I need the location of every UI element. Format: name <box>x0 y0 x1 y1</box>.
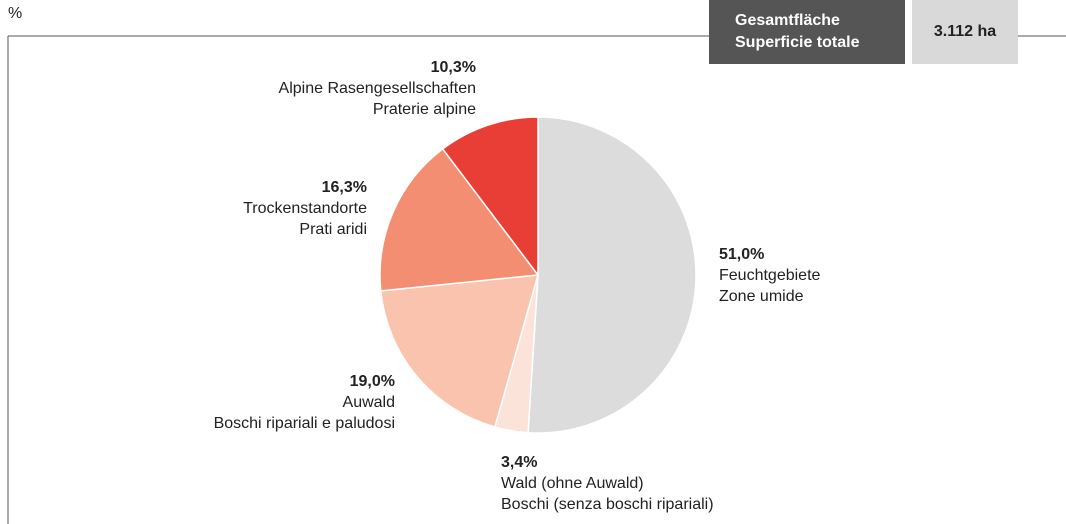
value-label: 16,3% <box>322 179 367 196</box>
value-label: 51,0% <box>719 246 764 263</box>
pie-slice <box>379 274 540 428</box>
value-label: 10,3% <box>431 59 476 76</box>
total-value-box <box>912 0 1018 64</box>
total-value: 3.112 ha <box>934 23 996 40</box>
category-label: Praterie alpine <box>373 101 476 118</box>
pie-slice <box>441 116 539 278</box>
total-label: Gesamtfläche <box>735 12 840 29</box>
total-label: Superficie totale <box>735 34 860 51</box>
unit-label: % <box>8 5 22 22</box>
category-label: Alpine Rasengesellschaften <box>279 80 476 97</box>
value-label: 3,4% <box>501 454 537 471</box>
category-label: Boschi (senza boschi ripariali) <box>501 496 714 513</box>
category-label: Zone umide <box>719 288 804 305</box>
category-label: Auwald <box>343 394 395 411</box>
category-label: Trockenstandorte <box>243 200 367 217</box>
category-label: Prati aridi <box>299 221 367 238</box>
pie-slice <box>527 116 697 434</box>
pie-slice <box>379 147 540 292</box>
category-label: Feuchtgebiete <box>719 267 821 284</box>
category-label: Wald (ohne Auwald) <box>501 475 644 492</box>
value-label: 19,0% <box>350 373 395 390</box>
total-label-box <box>709 0 905 64</box>
category-label: Boschi ripariali e paludosi <box>214 415 395 432</box>
